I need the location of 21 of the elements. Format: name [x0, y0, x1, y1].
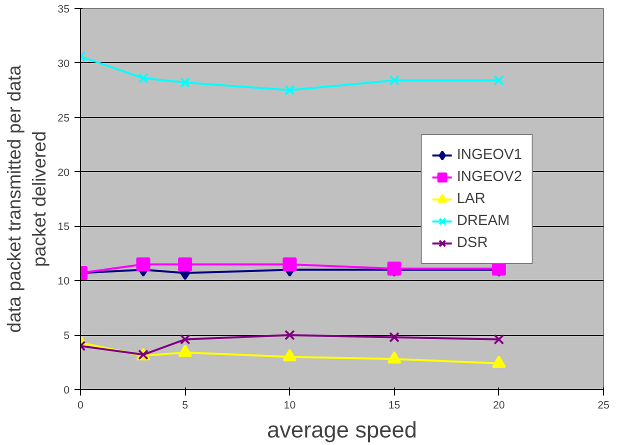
- legend-label: DREAM: [456, 212, 510, 228]
- y-tick-label: 25: [58, 112, 70, 124]
- y-tick-label: 35: [58, 4, 70, 16]
- legend-label: LAR: [456, 190, 486, 206]
- x-tick-label: 0: [78, 400, 84, 412]
- y-tick-label: 20: [58, 166, 70, 179]
- y-tick-label: 30: [58, 58, 70, 70]
- x-axis-title: average speed: [267, 416, 417, 442]
- legend-label: INGEOV2: [456, 168, 522, 184]
- x-tick-label: 10: [284, 400, 296, 412]
- x-tick-label: 20: [492, 400, 505, 412]
- x-tick-label: 15: [388, 400, 400, 412]
- y-tick-label: 15: [58, 221, 70, 234]
- x-tick-label: 5: [182, 400, 188, 412]
- x-tick-label: 25: [598, 400, 610, 412]
- legend-label: DSR: [456, 234, 488, 250]
- y-tick-label: 0: [64, 384, 70, 396]
- y-axis-title: data packet transmitted per data packet delivered: [3, 64, 50, 333]
- y-tick-label: 10: [58, 276, 70, 288]
- legend-label: INGEOV1: [456, 146, 522, 162]
- y-tick-label: 5: [64, 330, 70, 342]
